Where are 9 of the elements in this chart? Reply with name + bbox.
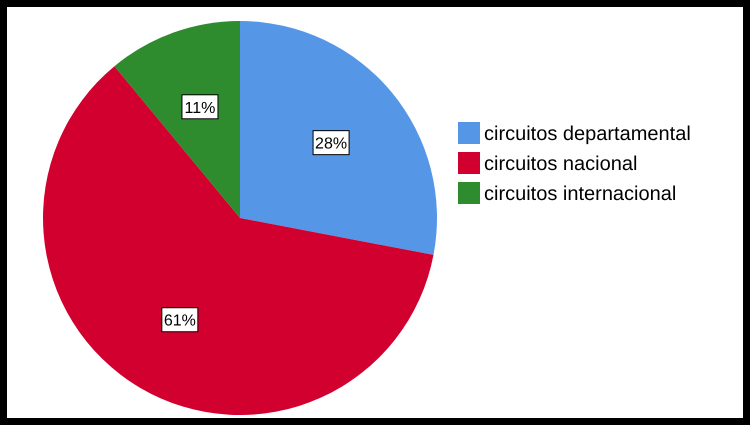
pie-slice [240,21,437,255]
data-label: 11% [184,100,216,117]
pie-slice [114,21,240,218]
data-label: 61% [164,312,196,330]
pie-slice [43,66,434,415]
legend-label: circuitos internacional [484,183,676,205]
legend-label: circuitos departamental [484,123,691,145]
data-label: 28% [315,136,348,153]
legend-label: circuitos nacional [484,153,638,175]
